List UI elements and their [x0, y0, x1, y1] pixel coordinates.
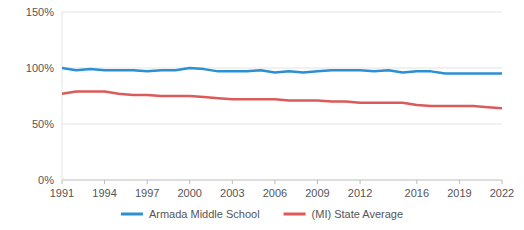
grid-line: [62, 12, 502, 13]
x-tick-label: 2006: [263, 187, 287, 199]
legend-label: (MI) State Average: [312, 208, 404, 220]
series-line: [62, 68, 502, 74]
x-tick: [274, 180, 275, 184]
legend-swatch: [121, 213, 143, 216]
grid-line: [62, 124, 502, 125]
x-tick-label: 2016: [405, 187, 429, 199]
x-tick: [189, 180, 190, 184]
chart: 0% 50% 100% 150% 1991 1994 1997 2000 2003 2006 200…: [0, 0, 524, 230]
x-tick-label: 1991: [50, 187, 74, 199]
x-tick: [317, 180, 318, 184]
grid-line: [62, 180, 502, 181]
x-tick-label: 1994: [92, 187, 116, 199]
x-tick-label: 1997: [135, 187, 159, 199]
y-tick-label: 50%: [32, 118, 54, 130]
x-tick-label: 2012: [348, 187, 372, 199]
grid-line: [62, 68, 502, 69]
legend: Armada Middle School (MI) State Average: [121, 208, 403, 220]
plot-area: [62, 68, 502, 108]
y-tick-label: 150%: [26, 6, 54, 18]
x-tick: [104, 180, 105, 184]
series-line: [62, 92, 502, 109]
legend-label: Armada Middle School: [149, 208, 260, 220]
y-tick-label: 100%: [26, 62, 54, 74]
x-tick: [502, 180, 503, 184]
x-tick-label: 2003: [220, 187, 244, 199]
y-tick-label: 0%: [38, 174, 54, 186]
x-tick: [416, 180, 417, 184]
x-tick: [62, 180, 63, 184]
x-tick: [360, 180, 361, 184]
x-tick-label: 2000: [177, 187, 201, 199]
x-tick: [459, 180, 460, 184]
x-tick-label: 2019: [447, 187, 471, 199]
x-tick: [147, 180, 148, 184]
y-axis-line: [62, 12, 63, 180]
legend-swatch: [284, 213, 306, 216]
x-tick-label: 2022: [490, 187, 514, 199]
x-tick-label: 2009: [305, 187, 329, 199]
x-tick: [232, 180, 233, 184]
